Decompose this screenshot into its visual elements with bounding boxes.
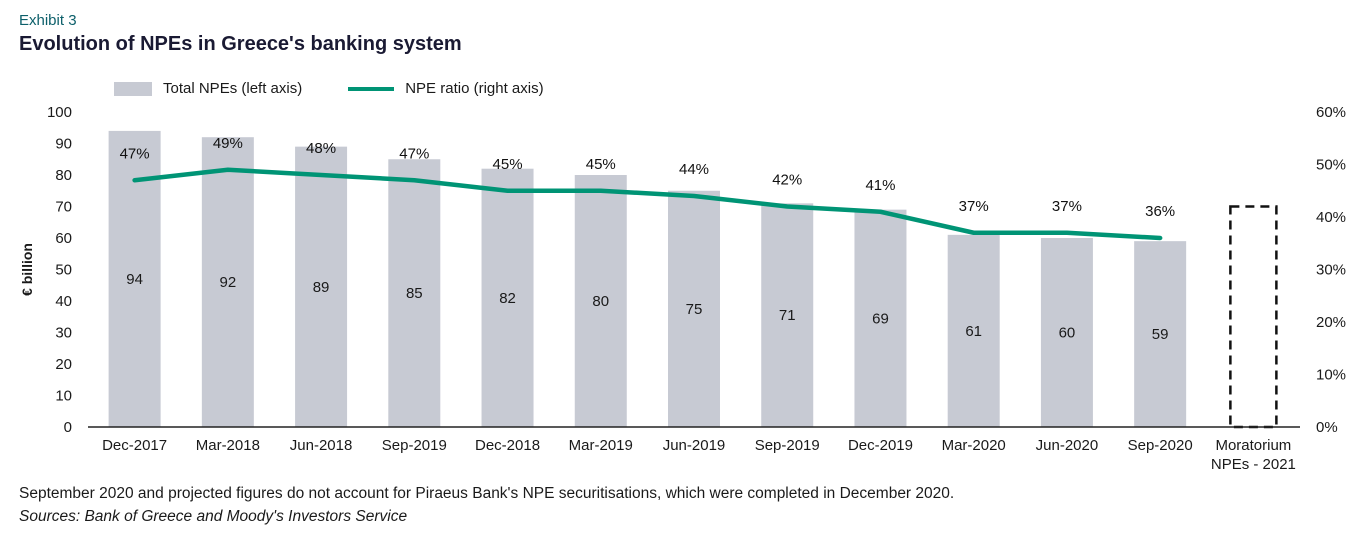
bar-total-npes [201,137,254,427]
x-axis-label: Dec-2017 [102,437,167,454]
bar-total-npes [481,168,534,427]
bar-value-label: 80 [592,293,609,310]
line-value-label: 36% [1145,203,1175,220]
x-axis-label: Jun-2019 [663,437,726,454]
bar-total-npes [947,234,1000,427]
sources-line: Sources: Bank of Greece and Moody's Inve… [19,508,408,525]
bar-total-npes [574,175,627,427]
bar-value-label: 89 [313,279,330,296]
exhibit-label: Exhibit 3 [19,12,77,29]
chart-legend: Total NPEs (left axis) NPE ratio (right … [114,80,1364,97]
bar-total-npes [1040,238,1093,427]
line-value-label: 41% [865,177,895,194]
left-axis-tick: 70 [55,199,72,216]
left-axis-tick: 0 [64,419,72,436]
line-value-label: 48% [306,140,336,157]
line-value-label: 44% [679,161,709,178]
legend-bars-label: Total NPEs (left axis) [163,80,303,97]
bar-total-npes [761,203,814,427]
line-value-label: 47% [120,145,150,162]
bar-value-label: 60 [1059,325,1076,342]
line-value-label: 37% [959,198,989,215]
right-axis-tick: 60% [1316,104,1346,121]
left-axis-tick: 80 [55,167,72,184]
moratorium-box [1229,205,1278,429]
bar-total-npes [295,146,348,427]
right-axis-tick: 0% [1316,419,1338,436]
line-value-label: 49% [213,135,243,152]
bar-total-npes [1134,241,1187,427]
exhibit-page: Exhibit 3 Evolution of NPEs in Greece's … [0,12,1364,549]
bar-value-label: 71 [779,307,796,324]
line-value-label: 45% [493,156,523,173]
left-axis-tick: 90 [55,136,72,153]
x-axis-label: Jun-2020 [1036,437,1099,454]
x-axis-label: Sep-2020 [1128,437,1193,454]
chart-canvas: 0 10 20 30 40 50 60 70 80 90 100 0% 10% 20% 30% 40% 50% 6… [19,104,1346,473]
left-axis-tick: 60 [55,230,72,247]
x-axis-label: Mar-2018 [196,437,260,454]
line-swatch-icon [348,86,395,91]
left-axis-tick: 50 [55,262,72,279]
bar-value-label: 75 [686,301,703,318]
right-axis-tick: 40% [1316,209,1346,226]
bar-value-label: 92 [220,274,237,291]
x-axis-label: Sep-2019 [755,437,820,454]
bar-value-label: 82 [499,290,516,307]
legend-line-label: NPE ratio (right axis) [405,80,544,97]
bar-swatch-icon [114,81,152,96]
legend-item-bars: Total NPEs (left axis) [114,80,302,97]
bar-value-label: 94 [126,271,143,288]
left-axis-tick: 20 [55,356,72,373]
line-value-label: 42% [772,172,802,189]
bar-value-label: 69 [872,310,889,327]
left-axis-tick: 30 [55,325,72,342]
bar-total-npes [854,209,907,427]
right-axis-tick: 50% [1316,157,1346,174]
line-value-label: 45% [586,156,616,173]
right-axis-tick: 30% [1316,262,1346,279]
npe-ratio-line [132,167,1163,241]
x-axis-label: Dec-2018 [475,437,540,454]
left-axis-tick: 40 [55,293,72,310]
x-axis-label: Jun-2018 [290,437,353,454]
right-axis-tick: 10% [1316,367,1346,384]
left-axis-tick: 100 [47,104,72,121]
bar-value-label: 61 [965,323,982,340]
x-axis-label: Sep-2019 [382,437,447,454]
x-axis-label-moratorium: Moratorium NPEs - 2021 [1211,437,1296,473]
line-value-label: 37% [1052,198,1082,215]
x-axis-label: Dec-2019 [848,437,913,454]
right-axis-tick: 20% [1316,314,1346,331]
bar-total-npes [388,159,441,427]
bar-value-label: 85 [406,285,423,302]
line-value-label: 47% [399,145,429,162]
x-axis-label: Mar-2019 [569,437,633,454]
x-axis-label: Mar-2020 [942,437,1006,454]
bar-total-npes [668,190,720,427]
footnote: September 2020 and projected figures do … [19,485,955,502]
page-title: Evolution of NPEs in Greece's banking sy… [19,33,462,55]
legend-item-line: NPE ratio (right axis) [348,80,544,97]
bar-value-label: 59 [1152,326,1169,343]
left-axis-title: € billion [19,243,35,296]
left-axis-tick: 10 [55,388,72,405]
